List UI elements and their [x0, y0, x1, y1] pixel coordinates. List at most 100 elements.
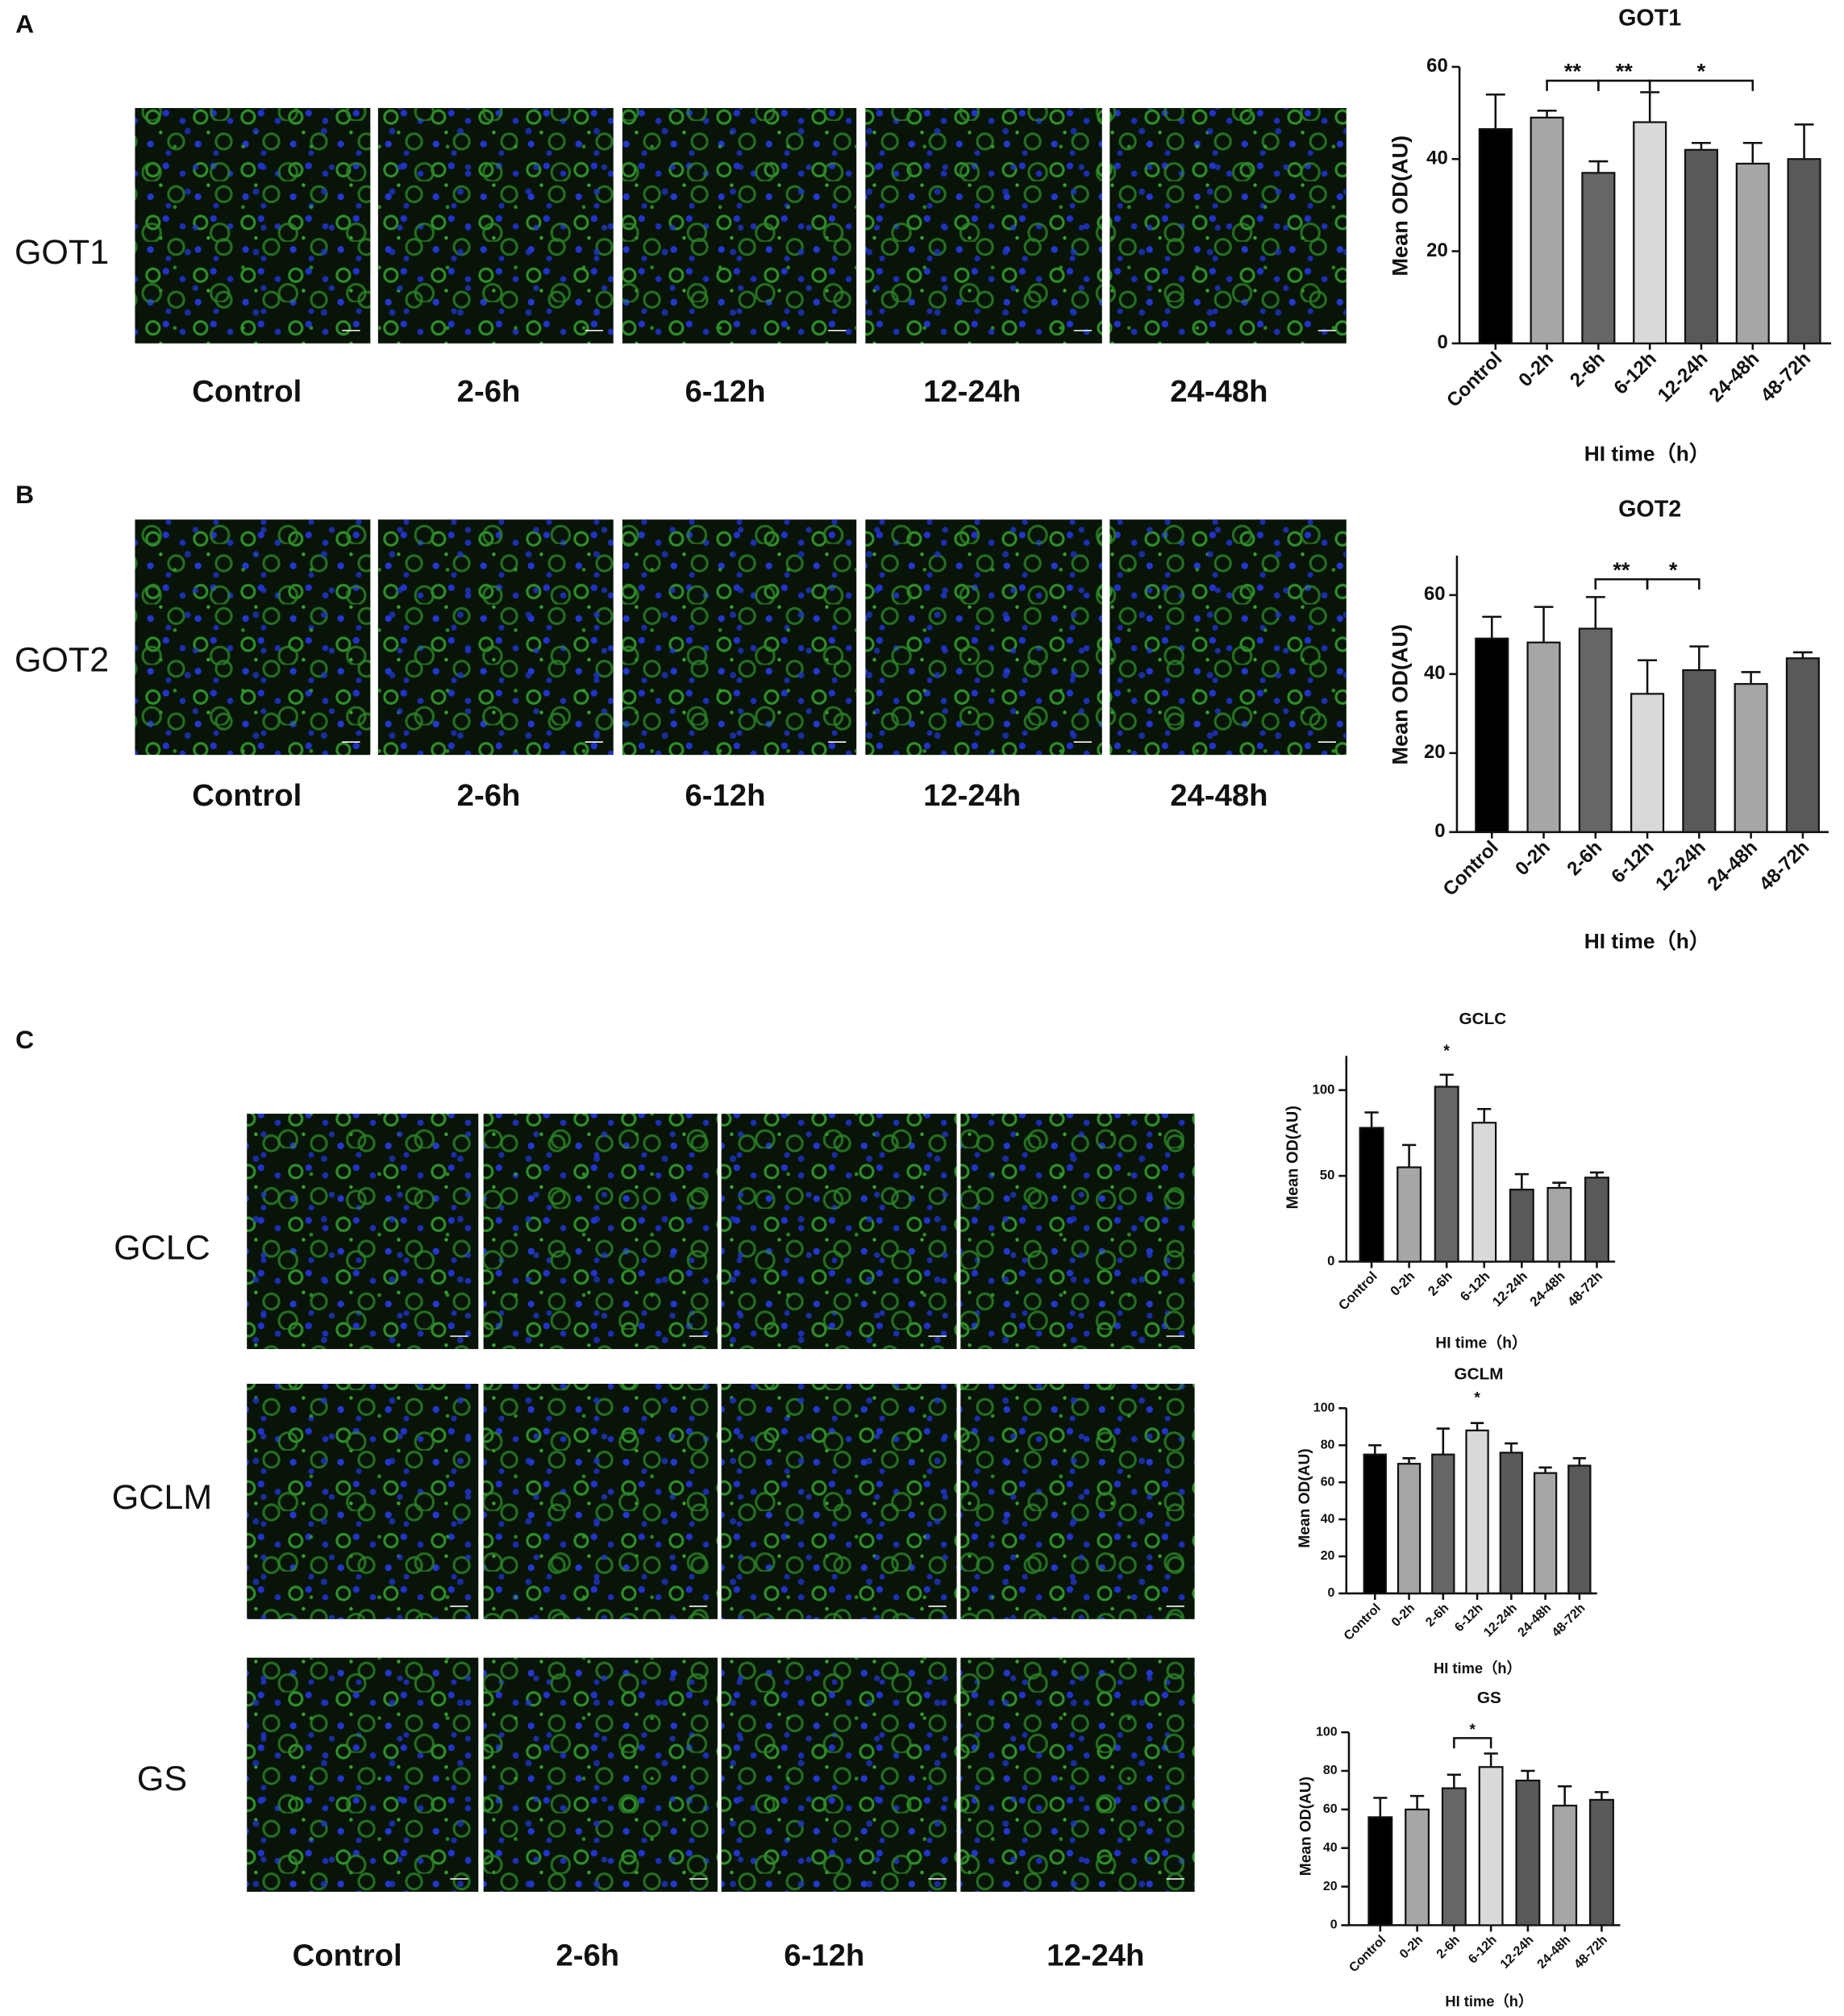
- error-bar: [1439, 1073, 1454, 1087]
- bar: [1475, 637, 1509, 833]
- x-tick-label: 48-72h: [1550, 1602, 1588, 1640]
- bar: [1633, 121, 1667, 344]
- x-tick-label: 6-12h: [1466, 1933, 1499, 1966]
- bar: [1397, 1463, 1422, 1595]
- x-tick-label: 24-48h: [1703, 836, 1762, 895]
- column-label: 6-12h: [685, 778, 766, 813]
- error-bar: [1484, 1752, 1498, 1768]
- micrograph-overlay: [721, 1383, 957, 1619]
- micrograph-overlay: [483, 1657, 718, 1892]
- bar: [1734, 683, 1768, 833]
- error-bar: [1446, 1773, 1461, 1789]
- x-axis-title: HI time（h）: [1434, 1660, 1521, 1677]
- bar: [1441, 1787, 1467, 1926]
- row-label: GOT1: [15, 233, 109, 272]
- x-tick-label: 12-24h: [1481, 1602, 1520, 1640]
- error-bar: [1594, 1791, 1609, 1800]
- error-bar: [1538, 1466, 1552, 1473]
- bar: [1405, 1808, 1430, 1926]
- bar: [1397, 1166, 1422, 1263]
- x-tick-label: 24-48h: [1535, 1933, 1574, 1972]
- x-tick-label: 0-2h: [1511, 836, 1555, 880]
- bar: [1533, 1472, 1558, 1595]
- y-tick-label: 40: [1323, 1841, 1338, 1855]
- y-tick-label: 40: [1426, 148, 1448, 169]
- bar: [1552, 1804, 1578, 1926]
- error-bar: [1689, 645, 1709, 671]
- error-bar: [1482, 615, 1502, 639]
- panel-label: A: [15, 9, 34, 38]
- column-label: 6-12h: [685, 374, 766, 409]
- x-tick-label: 12-24h: [1498, 1933, 1537, 1972]
- column-label: 24-48h: [1170, 374, 1267, 409]
- error-bar: [1402, 1143, 1417, 1168]
- error-bar: [1741, 671, 1761, 685]
- column-label: 2-6h: [457, 374, 521, 409]
- bar: [1434, 1085, 1459, 1263]
- y-axis-title: Mean OD(AU): [1297, 1448, 1313, 1547]
- x-tick-label: 2-6h: [1434, 1933, 1463, 1961]
- micrograph-overlay: [865, 107, 1102, 344]
- bar: [1499, 1452, 1524, 1595]
- error-bar: [1477, 1107, 1492, 1123]
- bar: [1509, 1189, 1534, 1263]
- bar: [1682, 669, 1717, 833]
- micrograph-overlay: [721, 1657, 957, 1892]
- x-tick-label: 48-72h: [1755, 836, 1814, 895]
- y-tick-label: 60: [1323, 1802, 1338, 1816]
- x-axis-title: HI time（h）: [1584, 929, 1710, 953]
- error-bar: [1588, 160, 1609, 173]
- y-tick-label: 0: [1434, 820, 1445, 842]
- significance-label: *: [1697, 59, 1706, 84]
- column-label: 6-12h: [784, 1938, 864, 1972]
- error-bar: [1470, 1422, 1484, 1431]
- y-tick-label: 100: [1313, 1081, 1335, 1097]
- error-bar: [1552, 1181, 1567, 1189]
- error-bar: [1589, 1171, 1605, 1178]
- micrograph-overlay: [622, 519, 857, 756]
- error-bar: [1368, 1443, 1382, 1455]
- significance-bracket: [1646, 578, 1700, 590]
- bar: [1526, 641, 1561, 833]
- y-tick-label: 50: [1320, 1168, 1335, 1183]
- y-axis-title: Mean OD(AU): [1284, 1106, 1302, 1209]
- x-tick-label: 0-2h: [1514, 348, 1558, 391]
- y-tick-label: 100: [1313, 1402, 1335, 1415]
- column-label: Control: [192, 778, 302, 813]
- y-axis-title: Mean OD(AU): [1297, 1776, 1314, 1876]
- error-bar: [1692, 141, 1711, 150]
- y-tick-label: 80: [1321, 1438, 1335, 1452]
- bar: [1785, 657, 1820, 833]
- bar: [1515, 1779, 1541, 1926]
- error-bar: [1373, 1797, 1388, 1818]
- y-tick-label: 80: [1323, 1764, 1338, 1777]
- y-tick-label: 60: [1424, 583, 1446, 605]
- error-bar: [1364, 1111, 1379, 1128]
- y-tick-label: 60: [1426, 55, 1448, 77]
- x-axis-title: HI time（h）: [1435, 1334, 1527, 1352]
- column-label: 2-6h: [457, 778, 521, 813]
- micrograph-overlay: [960, 1657, 1195, 1892]
- x-tick-label: 12-24h: [1489, 1268, 1530, 1310]
- x-tick-label: 24-48h: [1515, 1602, 1554, 1640]
- row-label: GCLC: [114, 1229, 210, 1268]
- significance-label: *: [1443, 1042, 1450, 1060]
- column-label: 12-24h: [1047, 1938, 1144, 1972]
- error-bar: [1792, 651, 1813, 659]
- significance-bracket: [1648, 79, 1755, 91]
- y-tick-label: 40: [1424, 662, 1446, 684]
- error-bar: [1534, 606, 1554, 643]
- x-tick-label: 0-2h: [1389, 1602, 1417, 1630]
- bar: [1471, 1122, 1497, 1263]
- x-tick-label: Control: [1342, 1602, 1384, 1643]
- chart-title: GCLC: [1459, 1010, 1506, 1028]
- x-tick-label: 0-2h: [1388, 1268, 1418, 1299]
- column-label: 24-48h: [1170, 778, 1267, 813]
- micrograph-overlay: [377, 519, 614, 756]
- bar: [1684, 148, 1719, 344]
- y-tick-label: 60: [1321, 1475, 1335, 1489]
- bar: [1735, 162, 1770, 344]
- x-tick-label: 24-48h: [1705, 348, 1764, 406]
- y-tick-label: 0: [1330, 1918, 1338, 1932]
- micrograph-overlay: [721, 1114, 957, 1349]
